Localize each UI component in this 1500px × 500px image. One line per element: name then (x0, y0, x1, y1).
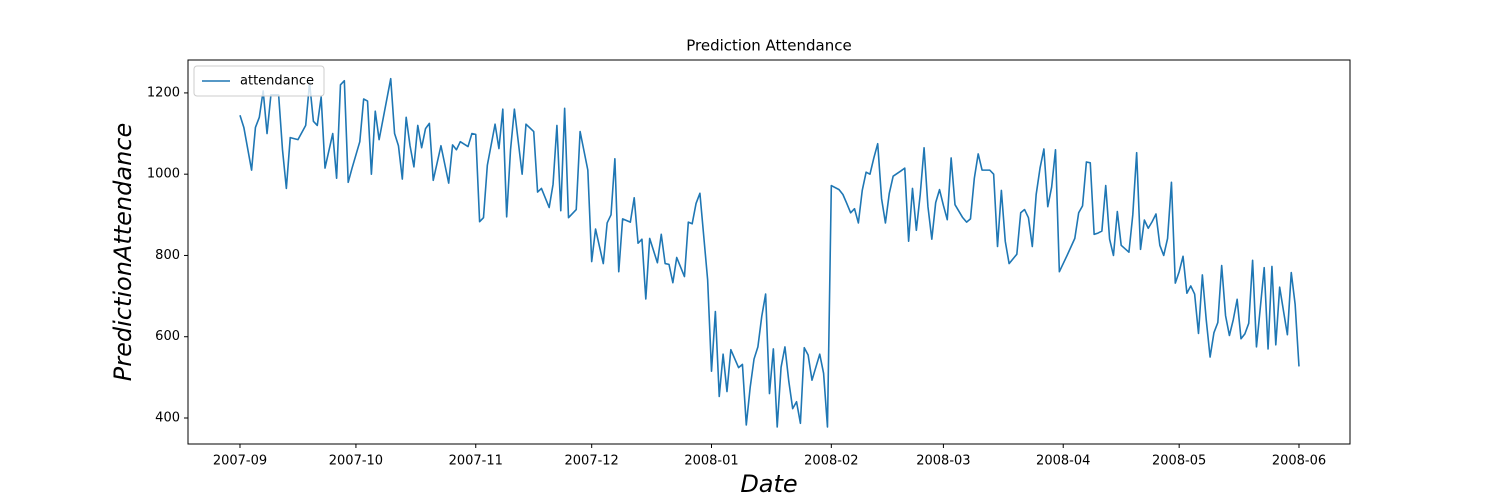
legend-box (193, 65, 325, 97)
y-axis-label: PredictionAttendance (109, 123, 137, 382)
x-tick-label: 2008-03 (916, 454, 970, 469)
plot-frame (187, 59, 1351, 445)
data-line (239, 77, 1300, 428)
y-tick-label: 1000 (147, 167, 180, 182)
x-tick-label: 2008-06 (1272, 454, 1326, 469)
x-tick-label: 2008-02 (804, 454, 858, 469)
y-tick-label: 800 (155, 248, 180, 263)
x-tick-label: 2007-11 (449, 454, 503, 469)
legend-label: attendance (240, 74, 314, 89)
x-tick-label: 2007-10 (329, 454, 383, 469)
x-tick-label: 2007-12 (565, 454, 619, 469)
x-axis-label: Date (740, 470, 797, 498)
x-tick-label: 2008-05 (1152, 454, 1206, 469)
chart-title: Prediction Attendance (686, 37, 851, 55)
y-tick-label: 400 (155, 410, 180, 425)
x-tick-label: 2008-04 (1036, 454, 1090, 469)
y-tick-label: 600 (155, 329, 180, 344)
x-tick-label: 2007-09 (213, 454, 267, 469)
y-tick-label: 1200 (147, 85, 180, 100)
x-tick-label: 2008-01 (684, 454, 738, 469)
